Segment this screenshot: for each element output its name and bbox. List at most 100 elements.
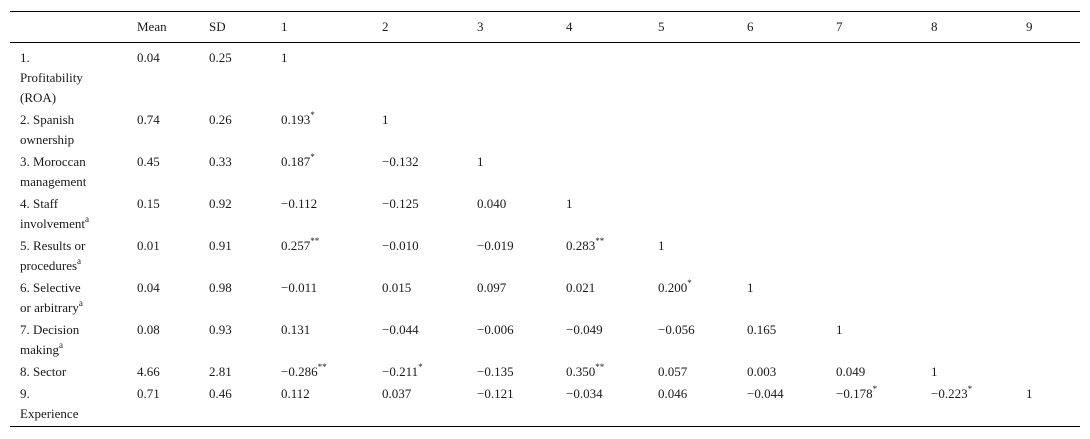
cell-value: −0.125: [382, 196, 419, 211]
header-cell: 1: [281, 19, 288, 34]
table-cell: 1: [566, 194, 658, 236]
cell-value: 0.187: [281, 154, 311, 169]
row-label-line: 1.: [20, 50, 30, 65]
table-cell: 0.283**: [566, 236, 658, 278]
cell-value: 1: [566, 196, 573, 211]
table-cell: −0.125: [382, 194, 477, 236]
significance-marker: *: [310, 152, 315, 162]
table-cell: [658, 110, 747, 152]
row-label-line: 9.: [20, 386, 30, 401]
cell-value: 0.04: [137, 50, 160, 65]
table-cell: −0.112: [281, 194, 382, 236]
table-cell: [658, 152, 747, 194]
cell-value: 0.131: [281, 322, 311, 337]
significance-marker: *: [687, 278, 692, 288]
row-label: 6. Selective or arbitrarya: [10, 278, 137, 320]
cell-value: 0.26: [209, 112, 232, 127]
cell-value: 0.193: [281, 112, 311, 127]
table-cell: 0.057: [658, 362, 747, 384]
table-cell: [747, 194, 836, 236]
footnote-marker: a: [85, 214, 89, 224]
header-cell-variable: [10, 12, 137, 43]
table-cell: −0.019: [477, 236, 566, 278]
cell-value: 0.200: [658, 280, 688, 295]
row-label-line: involvement: [20, 216, 85, 231]
row-label-line: or arbitrary: [20, 300, 79, 315]
significance-marker: *: [310, 110, 315, 120]
table-cell: −0.044: [382, 320, 477, 362]
row-label-line: 3. Moroccan: [20, 154, 86, 169]
cell-value: 0.040: [477, 196, 507, 211]
cell-value: −0.044: [747, 386, 784, 401]
row-label-line: management: [20, 174, 87, 189]
correlation-table: Mean SD 1 2 3 4 5 6 7 8 9 1. Profitability (ROA) 0.04…: [10, 11, 1080, 427]
footnote-marker: a: [77, 256, 82, 266]
cell-value: 0.112: [281, 386, 310, 401]
table-cell: 1: [747, 278, 836, 320]
table-cell: 0.037: [382, 384, 477, 427]
cell-value: 0.71: [137, 386, 160, 401]
table-cell: −0.178*: [836, 384, 931, 427]
cell-value: 1: [931, 364, 938, 379]
cell-value: 1: [747, 280, 754, 295]
significance-marker: *: [418, 362, 423, 372]
cell-value: −0.286: [281, 364, 318, 379]
cell-value: −0.211: [382, 364, 419, 379]
header-cell: 4: [566, 19, 573, 34]
header-cell: 3: [477, 19, 484, 34]
table-cell: [836, 110, 931, 152]
cell-value: 0.08: [137, 322, 160, 337]
significance-marker: *: [872, 384, 878, 394]
table-cell: [1026, 236, 1080, 278]
table-cell: 1: [382, 110, 477, 152]
cell-value: 0.049: [836, 364, 866, 379]
table-cell: 0.097: [477, 278, 566, 320]
row-label-line: Experience: [20, 406, 79, 421]
table-cell: [836, 194, 931, 236]
cell-value: −0.019: [477, 238, 514, 253]
cell-value: 0.057: [658, 364, 688, 379]
significance-marker: **: [595, 236, 605, 246]
row-label-line: 8. Sector: [20, 364, 67, 379]
table-cell: 0.98: [209, 278, 281, 320]
cell-value: 0.45: [137, 154, 160, 169]
significance-marker: **: [310, 236, 320, 246]
table-cell: −0.056: [658, 320, 747, 362]
table-cell: [931, 236, 1026, 278]
row-label: 5. Results or proceduresa: [10, 236, 137, 278]
table-cell: 0.46: [209, 384, 281, 427]
significance-marker: **: [595, 362, 605, 372]
cell-value: 4.66: [137, 364, 160, 379]
table-cell: 0.91: [209, 236, 281, 278]
row-label-line: ownership: [20, 132, 75, 147]
row-label: 2. Spanish ownership: [10, 110, 137, 152]
table-cell: 0.26: [209, 110, 281, 152]
row-label-line: 6. Selective: [20, 280, 81, 295]
table-cell: −0.121: [477, 384, 566, 427]
cell-value: −0.056: [658, 322, 695, 337]
table-cell: 1: [477, 152, 566, 194]
table-cell: [836, 152, 931, 194]
table-cell: −0.044: [747, 384, 836, 427]
cell-value: 0.91: [209, 238, 232, 253]
table-cell: −0.223*: [931, 384, 1026, 427]
cell-value: −0.044: [382, 322, 419, 337]
row-label: 4. Staff involvementa: [10, 194, 137, 236]
table-cell: [747, 236, 836, 278]
table-cell: [931, 278, 1026, 320]
header-cell: 6: [747, 19, 754, 34]
table-cell: 0.003: [747, 362, 836, 384]
table-cell: 0.04: [137, 278, 209, 320]
table-cell: [747, 43, 836, 111]
cell-value: 0.037: [382, 386, 412, 401]
table-cell: [1026, 152, 1080, 194]
cell-value: 0.165: [747, 322, 777, 337]
cell-value: 0.003: [747, 364, 777, 379]
cell-value: 0.01: [137, 238, 160, 253]
table-cell: [382, 43, 477, 111]
cell-value: 0.257: [281, 238, 311, 253]
cell-value: −0.049: [566, 322, 603, 337]
table-row: 7. Decision makinga 0.08 0.93 0.131 −0.044 −0.…: [10, 320, 1080, 362]
row-label-line: (ROA): [20, 90, 57, 105]
table-cell: −0.211*: [382, 362, 477, 384]
